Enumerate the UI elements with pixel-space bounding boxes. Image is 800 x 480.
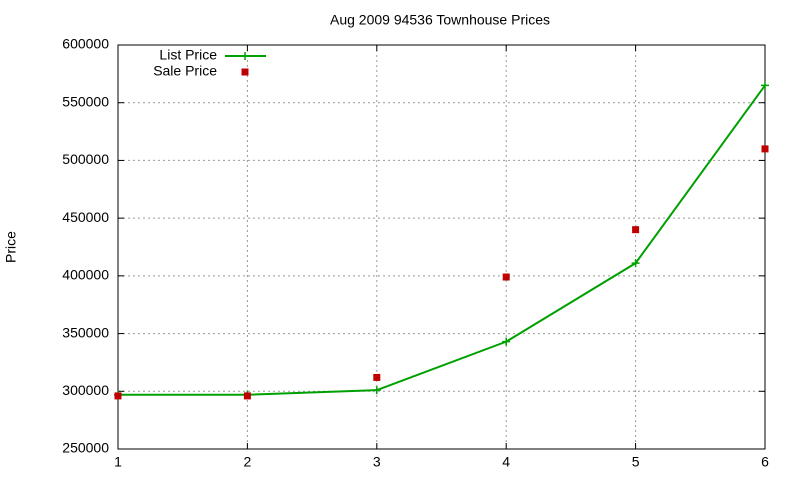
y-tick-label: 350000: [62, 324, 109, 340]
data-point: [632, 226, 640, 234]
legend-marker: [241, 52, 249, 60]
y-tick-label: 600000: [62, 36, 109, 52]
x-tick-label: 3: [373, 454, 381, 470]
data-point: [502, 337, 511, 346]
x-tick-label: 1: [114, 454, 122, 470]
legend-label: Sale Price: [153, 63, 217, 79]
data-point: [502, 273, 510, 281]
y-tick-label: 550000: [62, 93, 109, 109]
x-tick-label: 2: [244, 454, 252, 470]
x-tick-label: 6: [761, 454, 769, 470]
data-point: [243, 392, 251, 400]
y-axis-label: Price: [3, 231, 19, 263]
data-point: [114, 392, 122, 400]
data-point: [761, 81, 769, 90]
data-point: [372, 386, 381, 395]
x-tick-label: 5: [632, 454, 640, 470]
y-tick-label: 450000: [62, 209, 109, 225]
legend-label: List Price: [159, 47, 217, 63]
data-point: [631, 259, 640, 268]
y-tick-label: 250000: [62, 440, 109, 456]
y-tick-label: 500000: [62, 151, 109, 167]
data-point: [761, 145, 769, 153]
plot-frame: [117, 44, 766, 450]
x-tick-label: 4: [502, 454, 510, 470]
chart-title: Aug 2009 94536 Townhouse Prices: [330, 12, 550, 28]
data-point: [373, 373, 381, 381]
y-tick-label: 300000: [62, 382, 109, 398]
series-line: [118, 84, 766, 396]
y-tick-label: 400000: [62, 267, 109, 283]
legend-marker: [241, 68, 249, 76]
